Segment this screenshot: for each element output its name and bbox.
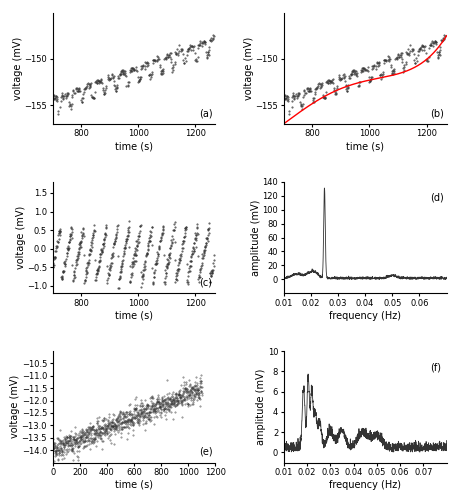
Y-axis label: voltage (mV): voltage (mV) (16, 206, 26, 269)
Text: (c): (c) (199, 278, 212, 287)
Y-axis label: voltage (mV): voltage (mV) (244, 36, 254, 100)
Text: (e): (e) (199, 447, 213, 457)
Text: (a): (a) (199, 108, 213, 118)
X-axis label: time (s): time (s) (346, 141, 384, 151)
Y-axis label: voltage (mV): voltage (mV) (10, 375, 20, 438)
Y-axis label: amplitude (mV): amplitude (mV) (251, 200, 261, 276)
X-axis label: frequency (Hz): frequency (Hz) (329, 480, 401, 490)
X-axis label: time (s): time (s) (115, 310, 153, 320)
Text: (f): (f) (430, 362, 441, 372)
Text: (b): (b) (430, 108, 444, 118)
Text: (d): (d) (430, 193, 444, 203)
X-axis label: frequency (Hz): frequency (Hz) (329, 310, 401, 320)
Y-axis label: amplitude (mV): amplitude (mV) (256, 368, 267, 445)
X-axis label: time (s): time (s) (115, 480, 153, 490)
Y-axis label: voltage (mV): voltage (mV) (13, 36, 23, 100)
X-axis label: time (s): time (s) (115, 141, 153, 151)
